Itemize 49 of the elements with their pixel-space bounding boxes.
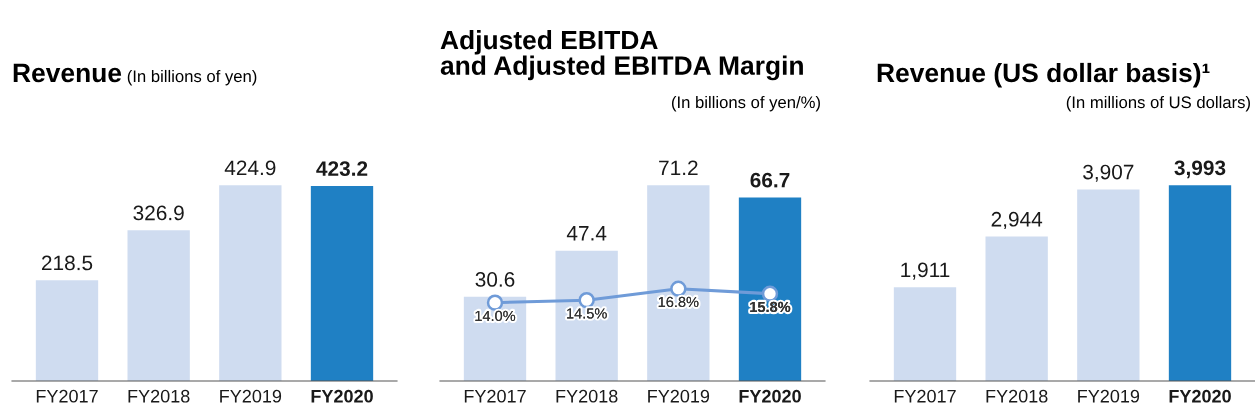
data-label: 71.2 xyxy=(659,160,698,175)
bar xyxy=(738,197,802,381)
bar xyxy=(1168,185,1232,381)
bar xyxy=(647,185,710,381)
bar xyxy=(893,287,957,381)
data-label: 424.9 xyxy=(224,160,276,176)
data-label: 16.8% xyxy=(658,296,699,308)
data-label: 2,944 xyxy=(991,211,1043,230)
bar xyxy=(219,185,282,381)
bar xyxy=(555,250,618,381)
x-tick-label: FY2017 xyxy=(894,389,956,403)
x-tick-label: FY2020 xyxy=(1169,389,1231,403)
data-label: 423.2 xyxy=(316,161,368,176)
point xyxy=(578,291,595,309)
data-label: 15.8% xyxy=(750,301,791,313)
chart-subtitle: (In millions of US dollars) xyxy=(1066,95,1250,112)
x-tick-label: FY2020 xyxy=(739,389,801,403)
data-label: 14.5% xyxy=(567,308,607,319)
x-tick-label: FY2019 xyxy=(220,389,282,403)
data-label: 30.6 xyxy=(475,272,515,287)
x-tick-label: FY2019 xyxy=(1078,389,1140,403)
x-tick-label: FY2020 xyxy=(311,389,373,403)
data-label: 47.4 xyxy=(566,226,607,241)
chart-title: Revenue xyxy=(13,63,122,83)
point xyxy=(670,280,687,297)
point xyxy=(486,294,504,311)
data-label: 3,993 xyxy=(1174,160,1226,179)
bar xyxy=(985,236,1048,381)
x-tick-label: FY2018 xyxy=(128,389,190,403)
chart-subtitle: (In billions of yen) xyxy=(127,69,257,86)
data-label: 1,911 xyxy=(901,262,950,280)
x-tick-label: FY2019 xyxy=(648,389,710,403)
chart-title: Revenue (US dollar basis)¹ xyxy=(877,62,1210,88)
data-label: 218.5 xyxy=(41,255,93,271)
bar xyxy=(127,230,190,381)
data-label: 66.7 xyxy=(750,172,790,188)
chart-subtitle: (In billions of yen/%) xyxy=(671,95,820,112)
bar xyxy=(1077,189,1140,381)
data-label: 14.0% xyxy=(475,310,516,322)
x-tick-label: FY2017 xyxy=(464,389,526,403)
data-label: 326.9 xyxy=(133,205,184,221)
bar xyxy=(35,280,99,381)
point xyxy=(761,285,779,302)
bar xyxy=(310,185,374,381)
data-label: 3,907 xyxy=(1083,164,1134,182)
chart-title: Adjusted EBITDA and Adjusted EBITDA Margin xyxy=(440,30,803,81)
x-tick-label: FY2018 xyxy=(986,389,1048,403)
x-tick-label: FY2018 xyxy=(556,389,618,403)
x-tick-label: FY2017 xyxy=(36,389,98,403)
